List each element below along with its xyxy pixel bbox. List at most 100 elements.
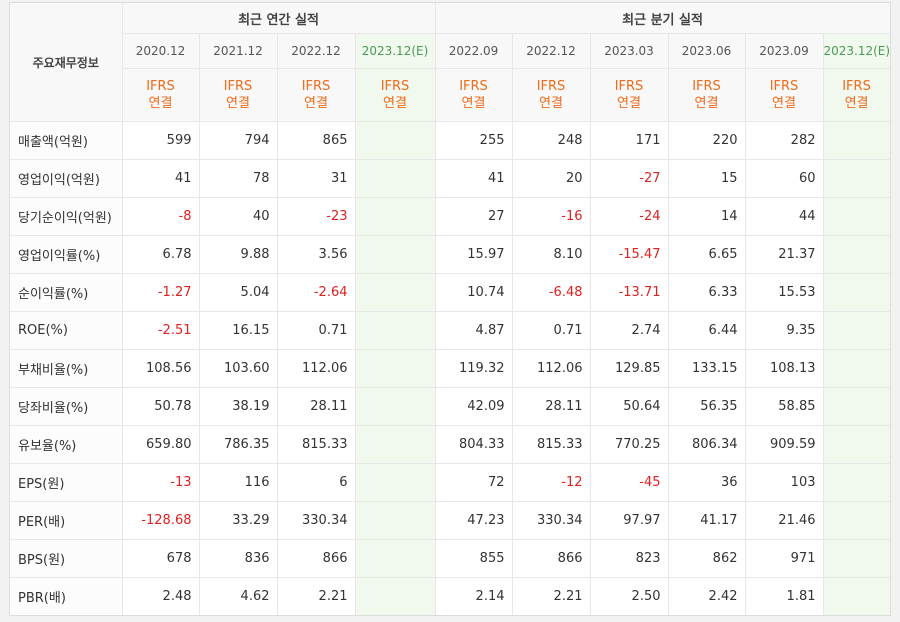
cell-value — [823, 121, 890, 160]
period-standard: IFRS 연결 — [590, 68, 669, 122]
cell-value: -2.51 — [122, 311, 200, 350]
accounting-standard: IFRS — [692, 79, 721, 94]
cell-value: 58.85 — [745, 387, 824, 426]
statement-type: 연결 — [844, 96, 869, 111]
cell-value: 15.53 — [745, 273, 824, 312]
cell-value: -13.71 — [590, 273, 669, 312]
cell-value: 6.33 — [668, 273, 746, 312]
cell-value: 108.56 — [122, 349, 200, 388]
cell-value — [823, 349, 890, 388]
cell-value: 33.29 — [199, 501, 278, 540]
cell-value: 119.32 — [434, 349, 513, 388]
cell-value: 2.21 — [277, 577, 356, 615]
cell-value: 78 — [199, 159, 278, 198]
cell-value: 41 — [122, 159, 200, 198]
statement-type: 연결 — [772, 96, 796, 111]
cell-value — [355, 311, 436, 350]
cell-value: 112.06 — [277, 349, 356, 388]
cell-value: 2.42 — [668, 577, 746, 615]
cell-value: 659.80 — [122, 425, 200, 464]
row-label: 유보율(%) — [10, 425, 123, 464]
cell-value — [355, 121, 436, 160]
table-row: EPS(원) -13 116 6 72 -12 -45 36 103 — [10, 463, 890, 502]
cell-value: 15 — [668, 159, 746, 198]
cell-value: 2.50 — [590, 577, 669, 615]
accounting-standard: IFRS — [536, 79, 566, 94]
cell-value: 8.10 — [512, 235, 591, 274]
cell-value: 248 — [512, 121, 591, 160]
period-standard: IFRS 연결 — [199, 68, 278, 122]
cell-value: -45 — [590, 463, 669, 502]
row-label: BPS(원) — [10, 539, 123, 578]
cell-value: 28.11 — [512, 387, 591, 426]
cell-value: 3.56 — [277, 235, 356, 274]
period-date: 2023.03 — [590, 33, 669, 69]
period-date: 2022.12 — [512, 33, 591, 69]
cell-value — [355, 501, 436, 540]
cell-value: 862 — [668, 539, 746, 578]
table-row: 부채비율(%) 108.56 103.60 112.06 119.32 112.06 129… — [10, 349, 890, 388]
statement-type: 연결 — [617, 96, 641, 111]
cell-value: 112.06 — [512, 349, 591, 388]
cell-value: 815.33 — [512, 425, 591, 464]
cell-value: 31 — [277, 159, 356, 198]
cell-value: 806.34 — [668, 425, 746, 464]
cell-value: 866 — [277, 539, 356, 578]
cell-value — [355, 387, 436, 426]
table-row: ROE(%) -2.51 16.15 0.71 4.87 0.71 2.74 6.44 9.35 — [10, 311, 890, 350]
cell-value: 6.78 — [122, 235, 200, 274]
cell-value: -8 — [122, 197, 200, 236]
row-label: 영업이익(억원) — [10, 159, 123, 198]
cell-value: 836 — [199, 539, 278, 578]
cell-value: 60 — [745, 159, 824, 198]
cell-value: -1.27 — [122, 273, 200, 312]
statement-type: 연결 — [461, 96, 486, 111]
period-standard: IFRS 연결 — [668, 68, 746, 122]
cell-value: 909.59 — [745, 425, 824, 464]
cell-value: 4.62 — [199, 577, 278, 615]
period-date: 2023.06 — [668, 33, 746, 69]
cell-value: 2.48 — [122, 577, 200, 615]
cell-value: 2.14 — [434, 577, 513, 615]
cell-value: 21.46 — [745, 501, 824, 540]
cell-value: -13 — [122, 463, 200, 502]
cell-value — [823, 463, 890, 502]
cell-value — [823, 577, 890, 615]
accounting-standard: IFRS — [614, 79, 644, 94]
cell-value: 823 — [590, 539, 669, 578]
cell-value: 16.15 — [199, 311, 278, 350]
cell-value: 47.23 — [434, 501, 513, 540]
cell-value: 0.71 — [277, 311, 356, 350]
accounting-standard: IFRS — [842, 79, 871, 94]
row-label: 순이익률(%) — [10, 273, 123, 312]
row-label: 매출액(억원) — [10, 121, 123, 160]
cell-value: 282 — [745, 121, 824, 160]
cell-value: 171 — [590, 121, 669, 160]
period-standard: IFRS 연결 — [512, 68, 591, 122]
cell-value — [823, 501, 890, 540]
period-standard: IFRS 연결 — [434, 68, 513, 122]
statement-type: 연결 — [383, 96, 407, 111]
cell-value: 330.34 — [277, 501, 356, 540]
cell-value: 6 — [277, 463, 356, 502]
cell-value: 103 — [745, 463, 824, 502]
cell-value — [823, 235, 890, 274]
table-row: BPS(원) 678 836 866 855 866 823 862 971 — [10, 539, 890, 578]
row-label: PER(배) — [10, 501, 123, 540]
cell-value: 6.44 — [668, 311, 746, 350]
cell-value — [355, 197, 436, 236]
statement-type: 연결 — [539, 96, 563, 111]
statement-type: 연결 — [694, 96, 719, 111]
period-standard: IFRS 연결 — [745, 68, 824, 122]
cell-value: 50.78 — [122, 387, 200, 426]
cell-value: 678 — [122, 539, 200, 578]
period-standard: IFRS 연결 — [122, 68, 200, 122]
row-label: ROE(%) — [10, 311, 123, 350]
group-header-row: 주요재무정보 최근 연간 실적 최근 분기 실적 — [10, 3, 890, 122]
cell-value: 599 — [122, 121, 200, 160]
cell-value — [355, 425, 436, 464]
cell-value: -16 — [512, 197, 591, 236]
cell-value: 116 — [199, 463, 278, 502]
table-row: 당좌비율(%) 50.78 38.19 28.11 42.09 28.11 50.64 56.… — [10, 387, 890, 426]
accounting-standard: IFRS — [223, 79, 253, 94]
